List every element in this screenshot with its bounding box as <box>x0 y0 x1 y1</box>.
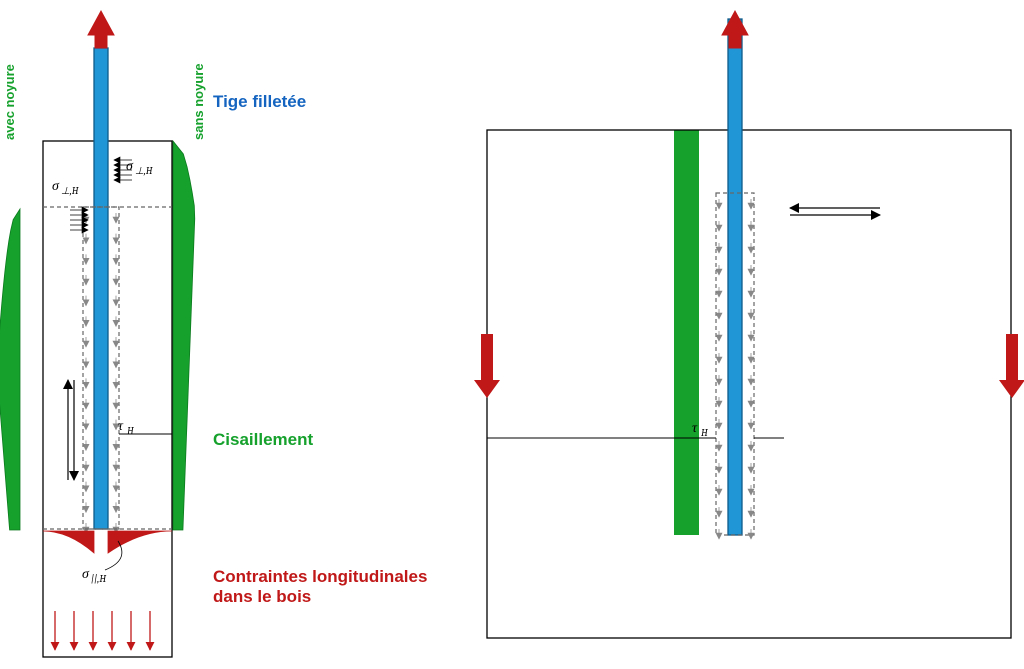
left-rod <box>94 48 108 529</box>
svg-text:σ: σ <box>52 177 60 194</box>
right-red-down-arrow-right <box>999 334 1024 398</box>
label-longitudinal-1: Contraintes longitudinales <box>213 567 427 586</box>
label-rod: Tige filletée <box>213 92 306 111</box>
left-green-sans-noyure <box>173 141 195 530</box>
svg-text:H: H <box>701 427 708 439</box>
left-force-arrow <box>88 11 114 48</box>
label-sans-noyure: sans noyure <box>191 63 206 140</box>
right-red-down-arrow-left <box>474 334 500 398</box>
right-green-strip <box>674 130 699 535</box>
svg-text:σ: σ <box>82 565 90 582</box>
right-rod <box>728 19 742 535</box>
label-avec-noyure: avec noyure <box>2 64 17 140</box>
left-green-avec-noyure <box>0 209 20 530</box>
svg-text:⊥,H: ⊥,H <box>135 165 153 177</box>
label-shear: Cisaillement <box>213 430 313 449</box>
right-wood-panel <box>487 130 1011 638</box>
right-force-arrow <box>722 11 748 48</box>
svg-text:⊥,H: ⊥,H <box>61 185 79 197</box>
label-longitudinal-2: dans le bois <box>213 587 311 606</box>
svg-text:||,H: ||,H <box>91 573 106 585</box>
svg-text:H: H <box>127 425 134 437</box>
svg-text:σ: σ <box>126 157 134 174</box>
